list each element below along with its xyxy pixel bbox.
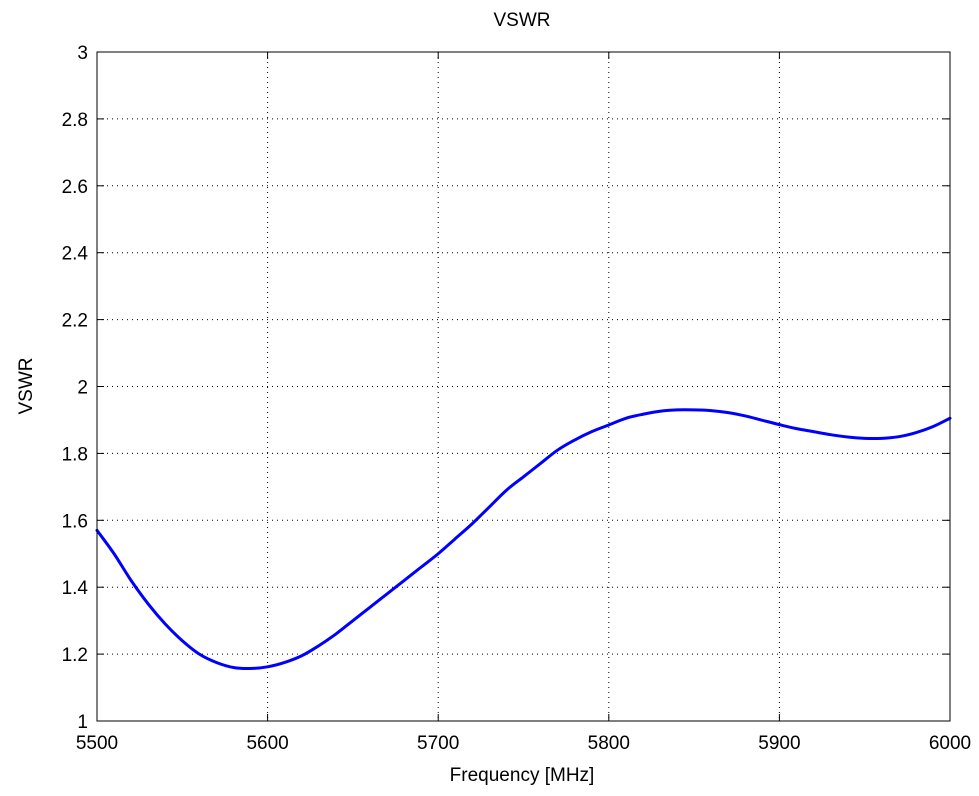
y-tick-label: 1.8: [62, 444, 88, 465]
y-tick-label: 1.4: [62, 578, 89, 599]
plot-area-frame: [96, 51, 951, 722]
grid-lines: [97, 52, 950, 721]
x-tick-label: 5900: [758, 733, 800, 754]
x-tick-label: 5800: [588, 733, 630, 754]
y-tick-label: 2.2: [62, 311, 88, 332]
x-tick-label: 6000: [929, 733, 971, 754]
y-tick-label: 2.8: [62, 110, 88, 131]
chart-title: VSWR: [494, 10, 551, 31]
x-axis-title: Frequency [MHz]: [450, 765, 595, 786]
y-tick-label: 1.6: [62, 511, 88, 532]
y-tick-label: 1.2: [62, 645, 88, 666]
x-tick-label: 5500: [76, 733, 118, 754]
y-tick-label: 2.4: [62, 244, 89, 265]
x-tick-label: 5600: [246, 733, 288, 754]
y-tick-labels: 1 1.2 1.4 1.6 1.8 2 2.2 2.4 2.6 2.8 3: [62, 43, 89, 733]
y-tick-label: 3: [77, 43, 88, 64]
y-tick-label: 1: [77, 712, 88, 733]
y-tick-label: 2.6: [62, 177, 88, 198]
series-layer: [95, 408, 952, 671]
y-axis-title: VSWR: [16, 358, 37, 415]
x-tick-label: 5700: [417, 733, 459, 754]
y-tick-label: 2: [77, 378, 88, 399]
x-tick-labels: 5500 5600 5700 5800 5900 6000: [76, 733, 971, 754]
vswr-series-line: [95, 408, 952, 671]
